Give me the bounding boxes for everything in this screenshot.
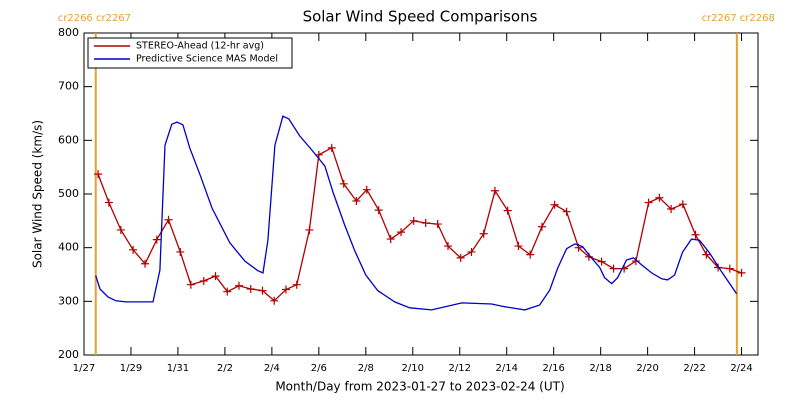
- point-marker: [352, 196, 361, 205]
- point-marker: [503, 206, 512, 215]
- x-tick-label: 2/2: [217, 363, 233, 374]
- x-tick-label: 2/18: [589, 363, 611, 374]
- point-marker: [444, 242, 453, 251]
- point-marker: [186, 280, 195, 289]
- point-marker: [176, 247, 185, 256]
- x-tick-label: 2/10: [402, 363, 424, 374]
- point-marker: [433, 220, 442, 229]
- point-marker: [258, 286, 267, 295]
- x-tick-label: 2/14: [495, 363, 517, 374]
- x-tick-label: 2/22: [683, 363, 705, 374]
- point-marker: [234, 281, 243, 290]
- point-marker: [609, 264, 618, 273]
- x-tick-label: 2/20: [636, 363, 658, 374]
- point-marker: [456, 253, 465, 262]
- series-line: [95, 115, 738, 311]
- point-marker: [270, 296, 279, 305]
- point-marker: [479, 229, 488, 238]
- point-marker: [421, 218, 430, 227]
- x-tick-label: 1/29: [120, 363, 142, 374]
- point-marker: [562, 207, 571, 216]
- plot-frame: [83, 32, 759, 356]
- point-marker: [490, 186, 499, 195]
- point-marker: [374, 206, 383, 215]
- point-marker: [141, 259, 150, 268]
- point-marker: [655, 193, 664, 202]
- point-marker: [129, 245, 138, 254]
- point-marker: [467, 247, 476, 256]
- legend-box: [87, 37, 293, 69]
- x-axis-label: Month/Day from 2023-01-27 to 2023-02-24 …: [275, 380, 564, 394]
- point-marker: [199, 276, 208, 285]
- point-marker: [526, 250, 535, 259]
- point-marker: [362, 185, 371, 194]
- point-marker: [714, 263, 723, 272]
- point-marker: [597, 257, 606, 266]
- series-line: [97, 146, 742, 302]
- point-marker: [152, 235, 161, 244]
- y-tick-label: 800: [58, 26, 79, 39]
- y-tick-label: 500: [58, 187, 79, 200]
- x-tick-label: 2/6: [311, 363, 327, 374]
- point-marker: [327, 143, 336, 152]
- point-marker: [667, 205, 676, 214]
- point-marker: [339, 179, 348, 188]
- legend-label: Predictive Science MAS Model: [136, 54, 278, 65]
- x-tick-label: 2/12: [449, 363, 471, 374]
- point-marker: [94, 170, 103, 179]
- y-tick-label: 600: [58, 133, 79, 146]
- point-marker: [246, 284, 255, 293]
- point-marker: [725, 264, 734, 273]
- point-marker: [223, 287, 232, 296]
- carrington-label: cr2267 cr2268: [702, 13, 775, 24]
- point-marker: [116, 225, 125, 234]
- point-marker: [397, 228, 406, 237]
- point-marker: [281, 285, 290, 294]
- x-tick-label: 1/27: [73, 363, 95, 374]
- x-tick-label: 2/24: [730, 363, 752, 374]
- x-tick-label: 1/31: [167, 363, 189, 374]
- point-marker: [691, 230, 700, 239]
- y-tick-label: 300: [58, 294, 79, 307]
- legend-label: STEREO-Ahead (12-hr avg): [136, 41, 264, 52]
- point-marker: [702, 250, 711, 259]
- y-axis-label: Solar Wind Speed (km/s): [31, 120, 45, 268]
- y-tick-label: 400: [58, 241, 79, 254]
- point-marker: [305, 225, 314, 234]
- point-marker: [550, 200, 559, 209]
- point-marker: [409, 216, 418, 225]
- point-marker: [104, 198, 113, 207]
- point-marker: [644, 198, 653, 207]
- x-tick-label: 2/8: [358, 363, 374, 374]
- point-marker: [211, 272, 220, 281]
- y-tick-label: 700: [58, 80, 79, 93]
- x-tick-label: 2/4: [264, 363, 280, 374]
- carrington-label: cr2266 cr2267: [58, 13, 131, 24]
- point-marker: [386, 235, 395, 244]
- y-tick-label: 200: [58, 348, 79, 361]
- point-marker: [678, 200, 687, 209]
- point-marker: [514, 242, 523, 251]
- x-tick-label: 2/16: [542, 363, 564, 374]
- point-marker: [164, 215, 173, 224]
- point-marker: [737, 268, 746, 277]
- point-marker: [631, 257, 640, 266]
- chart-title: Solar Wind Speed Comparisons: [303, 8, 538, 26]
- point-marker: [537, 222, 546, 231]
- point-marker: [292, 280, 301, 289]
